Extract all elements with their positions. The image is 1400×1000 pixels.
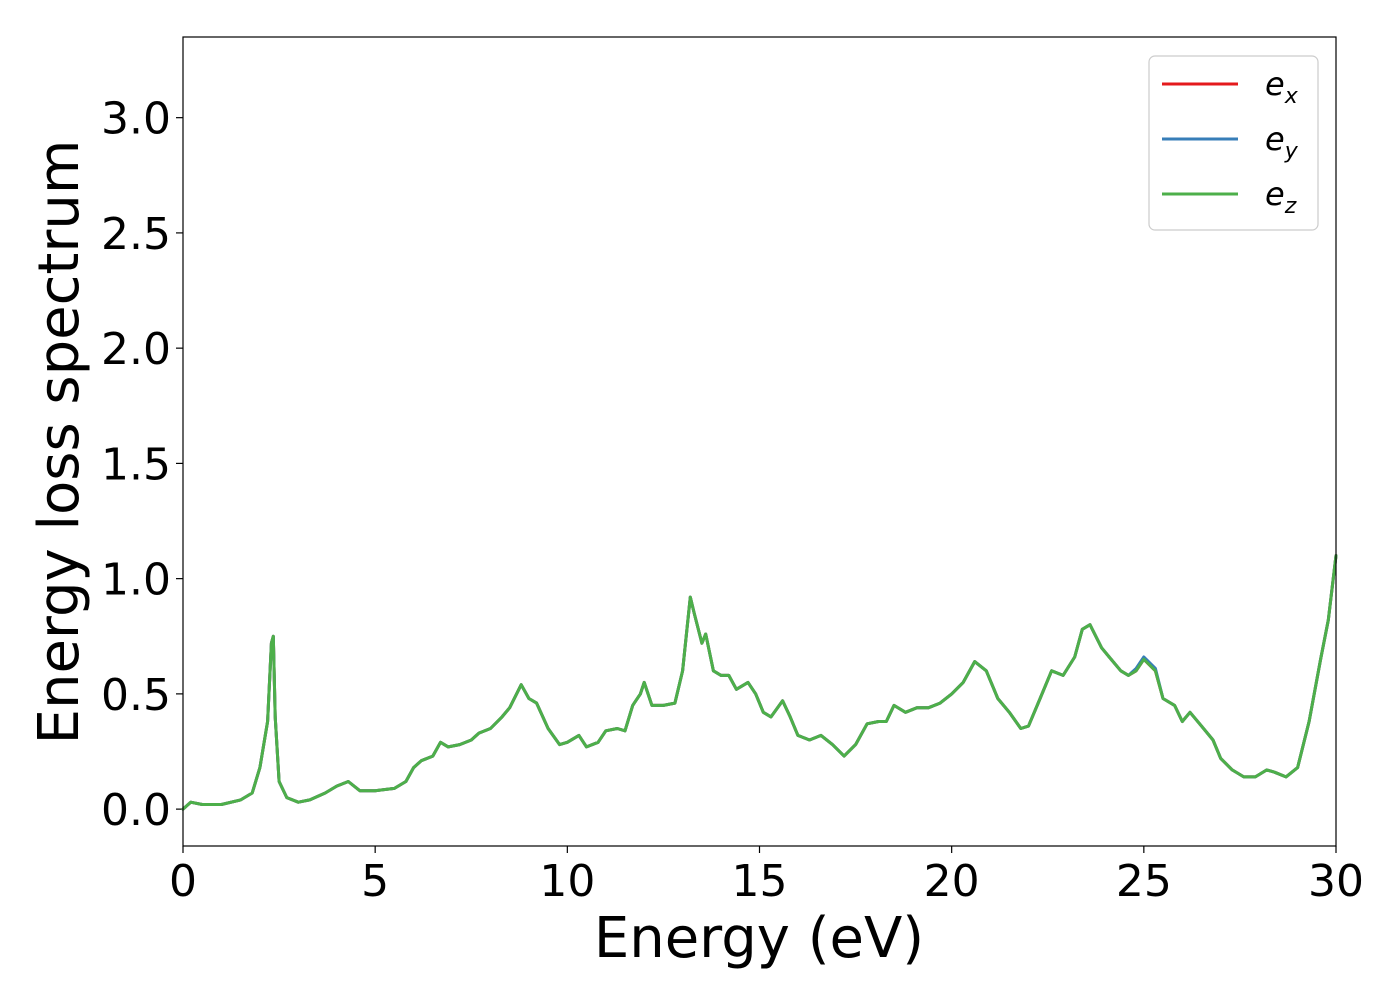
y-tick-label: 0.5 (101, 670, 171, 721)
legend-label-base: e (1265, 65, 1285, 103)
legend-label-e-y: ey (1265, 120, 1299, 164)
y-axis-label: Energy loss spectrum (27, 140, 92, 745)
legend-label-e-z: ez (1265, 175, 1297, 219)
y-tick-label: 1.5 (101, 439, 171, 490)
y-tick-label: 3.0 (101, 94, 171, 145)
legend-label-sub: x (1284, 84, 1299, 109)
legend-label-base: e (1265, 120, 1285, 158)
x-axis-label: Energy (eV) (594, 906, 924, 971)
legend-box (1148, 55, 1319, 231)
series-lines (181, 554, 1338, 811)
x-tick-label: 15 (732, 856, 788, 907)
y-tick-label: 2.0 (101, 324, 171, 375)
x-tick-label: 25 (1116, 856, 1172, 907)
legend-label-sub: y (1284, 139, 1299, 164)
x-tick-label: 30 (1308, 856, 1364, 907)
y-tick-label: 0.0 (101, 785, 171, 836)
y-tick-label: 1.0 (101, 555, 171, 606)
series-line-e-z (181, 554, 1338, 811)
x-tick-label: 5 (361, 856, 389, 907)
legend-label-base: e (1265, 175, 1285, 213)
x-tick-label: 20 (924, 856, 980, 907)
x-axis-ticks: 0 5 10 15 20 25 30 (169, 846, 1364, 907)
plot-frame (182, 36, 1337, 847)
series-line-e-x (181, 554, 1338, 811)
y-tick-label: 2.5 (101, 209, 171, 260)
x-tick-label: 0 (169, 856, 197, 907)
series-line-e-y (181, 554, 1338, 811)
legend-label-e-x: ex (1265, 65, 1299, 109)
x-tick-label: 10 (539, 856, 595, 907)
legend-label-sub: z (1284, 194, 1297, 219)
y-axis-ticks: 0.0 0.5 1.0 1.5 2.0 2.5 3.0 (101, 94, 183, 836)
